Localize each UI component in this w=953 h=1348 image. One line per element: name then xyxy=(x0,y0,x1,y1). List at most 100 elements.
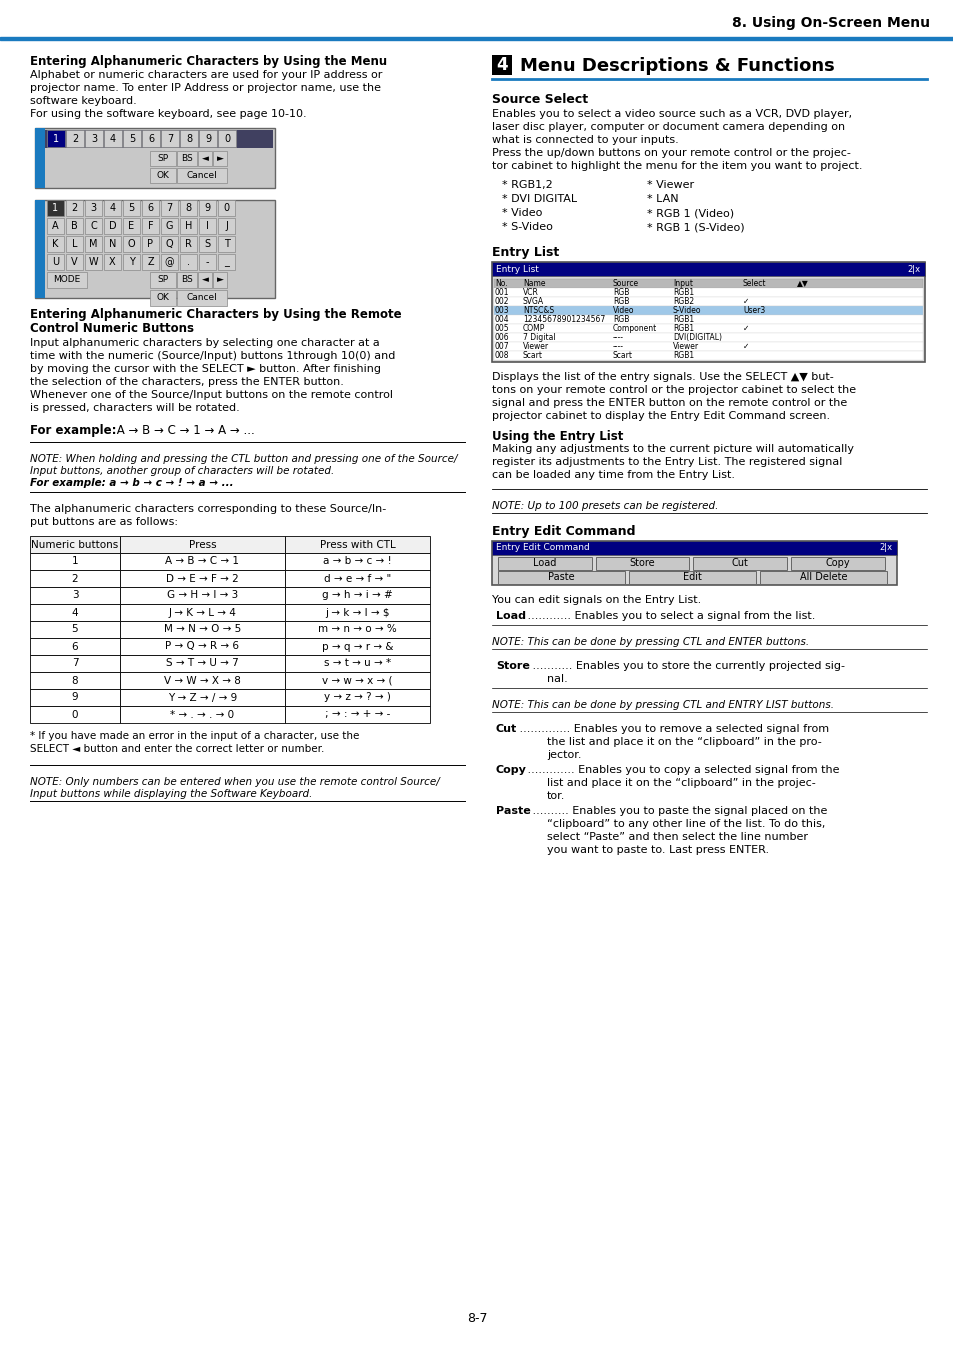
Text: Viewer: Viewer xyxy=(522,342,549,350)
Bar xyxy=(492,262,924,363)
Text: K: K xyxy=(52,239,59,249)
Text: M: M xyxy=(90,239,97,249)
Text: ✓: ✓ xyxy=(742,342,749,350)
Bar xyxy=(150,151,175,166)
Text: ........... Enables you to store the currently projected sig-: ........... Enables you to store the cur… xyxy=(529,661,844,671)
Text: Load: Load xyxy=(496,611,525,621)
Text: N: N xyxy=(109,239,116,249)
Text: list and place it on the “clipboard” in the projec-: list and place it on the “clipboard” in … xyxy=(546,778,815,789)
Bar xyxy=(30,604,120,621)
Text: S → T → U → 7: S → T → U → 7 xyxy=(166,659,238,669)
Text: nal.: nal. xyxy=(546,674,567,683)
Bar xyxy=(30,570,120,586)
Bar xyxy=(30,621,120,638)
Text: Select: Select xyxy=(742,279,765,288)
Bar xyxy=(47,218,64,235)
Bar xyxy=(120,655,285,673)
Text: what is connected to your inputs.: what is connected to your inputs. xyxy=(492,135,678,146)
Text: 7: 7 xyxy=(166,204,172,213)
Text: 1: 1 xyxy=(52,133,59,143)
Bar xyxy=(30,537,120,553)
Text: 8. Using On-Screen Menu: 8. Using On-Screen Menu xyxy=(731,16,929,30)
Text: projector name. To enter IP Address or projector name, use the: projector name. To enter IP Address or p… xyxy=(30,84,380,93)
Bar xyxy=(180,200,196,216)
Bar xyxy=(628,572,755,584)
Text: 8: 8 xyxy=(185,204,192,213)
Text: Y → Z → / → 9: Y → Z → / → 9 xyxy=(168,693,237,702)
Text: 4: 4 xyxy=(110,133,116,143)
Text: RGB1: RGB1 xyxy=(672,288,694,297)
Text: H: H xyxy=(185,221,192,231)
Text: OK: OK xyxy=(156,171,170,181)
Text: Whenever one of the Source/Input buttons on the remote control: Whenever one of the Source/Input buttons… xyxy=(30,390,393,400)
Bar xyxy=(35,200,45,298)
Bar xyxy=(497,557,591,570)
Text: Entering Alphanumeric Characters by Using the Remote: Entering Alphanumeric Characters by Usin… xyxy=(30,307,401,321)
Text: Viewer: Viewer xyxy=(672,342,699,350)
Text: S-Video: S-Video xyxy=(672,306,700,315)
Text: 4: 4 xyxy=(496,57,507,74)
Bar xyxy=(47,253,64,270)
Bar xyxy=(199,218,215,235)
Bar xyxy=(104,253,121,270)
Bar xyxy=(120,638,285,655)
Text: signal and press the ENTER button on the remote control or the: signal and press the ENTER button on the… xyxy=(492,398,846,408)
Text: 6: 6 xyxy=(148,133,153,143)
Bar xyxy=(85,218,102,235)
Bar xyxy=(30,689,120,706)
Bar xyxy=(35,128,45,187)
Bar xyxy=(213,151,227,166)
Text: Press the up/down buttons on your remote control or the projec-: Press the up/down buttons on your remote… xyxy=(492,148,850,158)
Text: RGB: RGB xyxy=(613,315,629,324)
Text: the selection of the characters, press the ENTER button.: the selection of the characters, press t… xyxy=(30,377,343,387)
Text: Press: Press xyxy=(189,539,216,550)
Bar xyxy=(285,553,430,570)
Text: tons on your remote control or the projector cabinet to select the: tons on your remote control or the proje… xyxy=(492,386,855,395)
Text: I: I xyxy=(206,221,209,231)
Text: is pressed, characters will be rotated.: is pressed, characters will be rotated. xyxy=(30,403,239,412)
Bar xyxy=(180,253,196,270)
Bar xyxy=(150,272,175,288)
Text: Paste: Paste xyxy=(496,806,530,816)
Text: * If you have made an error in the input of a character, use the: * If you have made an error in the input… xyxy=(30,731,359,741)
Text: * → . → . → 0: * → . → . → 0 xyxy=(171,709,234,720)
Bar xyxy=(120,673,285,689)
Text: A → B → C → 1: A → B → C → 1 xyxy=(165,557,239,566)
Bar xyxy=(760,572,886,584)
Text: 5: 5 xyxy=(129,204,134,213)
Bar xyxy=(199,129,216,147)
Bar xyxy=(45,129,273,148)
Text: g → h → i → #: g → h → i → # xyxy=(322,590,393,600)
Text: select “Paste” and then select the line number: select “Paste” and then select the line … xyxy=(546,832,807,842)
Bar xyxy=(180,218,196,235)
Text: register its adjustments to the Entry List. The registered signal: register its adjustments to the Entry Li… xyxy=(492,457,841,466)
Text: C: C xyxy=(90,221,97,231)
Text: 003: 003 xyxy=(495,306,509,315)
Text: V → W → X → 8: V → W → X → 8 xyxy=(164,675,241,686)
Bar xyxy=(142,236,159,252)
Text: * LAN: * LAN xyxy=(646,194,678,204)
Text: ----: ---- xyxy=(613,333,623,342)
Text: J: J xyxy=(225,221,228,231)
Bar xyxy=(218,129,235,147)
Text: BS: BS xyxy=(181,275,193,284)
Text: Displays the list of the entry signals. Use the SELECT ▲▼ but-: Displays the list of the entry signals. … xyxy=(492,372,833,381)
Bar xyxy=(492,541,896,555)
Text: 8: 8 xyxy=(186,133,192,143)
Bar xyxy=(30,638,120,655)
Bar xyxy=(104,200,121,216)
Bar xyxy=(30,586,120,604)
Text: 006: 006 xyxy=(495,333,509,342)
Bar xyxy=(285,706,430,723)
Bar xyxy=(47,200,64,216)
Text: .......... Enables you to paste the signal placed on the: .......... Enables you to paste the sign… xyxy=(529,806,826,816)
Text: Control Numeric Buttons: Control Numeric Buttons xyxy=(30,322,193,336)
Text: 002: 002 xyxy=(495,297,509,306)
Text: NOTE: Only numbers can be entered when you use the remote control Source/: NOTE: Only numbers can be entered when y… xyxy=(30,776,439,787)
Bar xyxy=(123,129,141,147)
Text: software keyboard.: software keyboard. xyxy=(30,96,136,106)
Text: d → e → f → ": d → e → f → " xyxy=(323,573,391,584)
Bar xyxy=(494,324,923,333)
Text: _: _ xyxy=(224,257,229,267)
Text: Entry Edit Command: Entry Edit Command xyxy=(496,543,589,553)
